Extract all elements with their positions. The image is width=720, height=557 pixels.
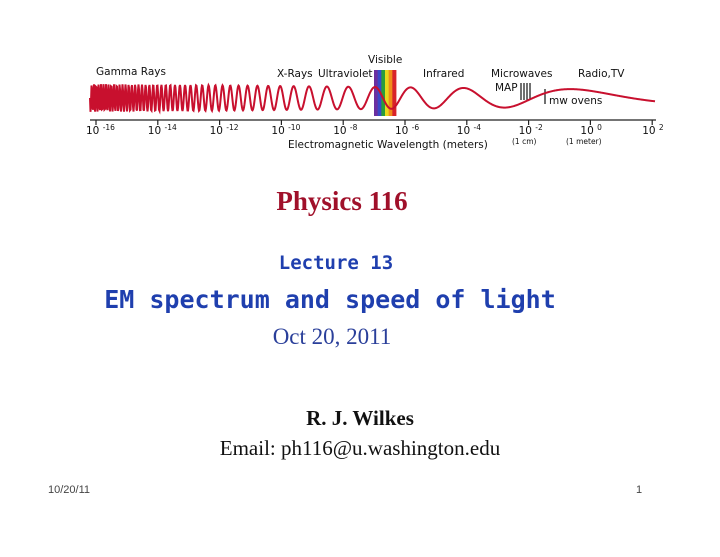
axis-tick-label: 10 -12 — [210, 123, 239, 137]
author-email: Email: ph116@u.washington.edu — [219, 436, 501, 460]
visible-label: Visible — [368, 54, 402, 66]
axis-tick-label: 10 0 — [580, 123, 602, 137]
visible-band-stripe — [374, 70, 379, 116]
axis-tick-marks — [95, 120, 653, 125]
visible-band-stripe — [388, 70, 393, 116]
author-name: R. J. Wilkes — [306, 406, 414, 430]
axis-tick-labels: 10 -16 10 -14 10 -12 10 -10 10 -8 10 -6 10 -4 1… — [86, 123, 664, 137]
visible-band-stripe — [381, 70, 386, 116]
map-label: MAP — [495, 82, 518, 94]
em-spectrum-diagram: Gamma Rays X-Rays Ultraviolet Visible In… — [86, 54, 664, 151]
lecture-date: Oct 20, 2011 — [272, 324, 392, 349]
visible-band-stripe — [385, 70, 390, 116]
infrared-label: Infrared — [423, 68, 464, 80]
em-wave — [89, 82, 656, 115]
one-cm-note: (1 cm) — [512, 137, 537, 146]
axis-tick-label: 10 -8 — [333, 123, 357, 137]
map-band-marker — [520, 83, 531, 100]
one-meter-note: (1 meter) — [566, 137, 602, 146]
course-title: Physics 116 — [276, 186, 408, 216]
mw-ovens-label: mw ovens — [549, 95, 602, 107]
lecture-title: EM spectrum and speed of light — [104, 285, 556, 314]
visible-band-stripe — [392, 70, 397, 116]
axis-tick-label: 10 -4 — [457, 123, 481, 137]
axis-tick-label: 10 -10 — [271, 123, 300, 137]
microwaves-label: Microwaves — [491, 68, 552, 80]
axis-tick-label: 10 -6 — [395, 123, 419, 137]
axis-tick-label: 10 2 — [642, 123, 664, 137]
axis-tick-label: 10 -2 — [519, 123, 543, 137]
footer-date: 10/20/11 — [48, 484, 91, 496]
gamma-rays-label: Gamma Rays — [96, 66, 166, 78]
axis-tick-label: 10 -16 — [86, 123, 115, 137]
radio-tv-label: Radio,TV — [578, 68, 625, 80]
axis-tick-label: 10 -14 — [148, 123, 177, 137]
ultraviolet-label: Ultraviolet — [318, 68, 373, 80]
lecture-number: Lecture 13 — [278, 252, 394, 274]
x-rays-label: X-Rays — [277, 68, 313, 80]
axis-title: Electromagnetic Wavelength (meters) — [288, 139, 488, 151]
page-number: 1 — [636, 484, 643, 496]
